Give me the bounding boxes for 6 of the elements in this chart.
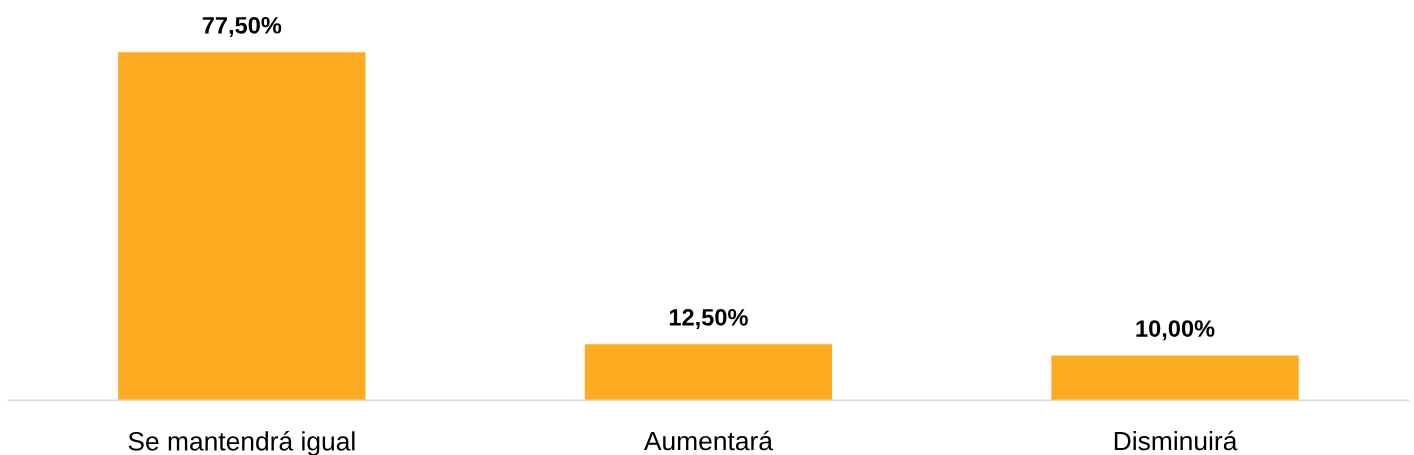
data-label: 12,50%: [669, 308, 748, 330]
x-tick-label: Se mantendrá igual: [128, 430, 355, 455]
x-tick-label: Aumentará: [643, 430, 773, 451]
data-label: 77,50%: [202, 16, 282, 38]
data-label: 10,00%: [1136, 320, 1215, 341]
x-tick-label: Disminuirá: [1114, 430, 1238, 451]
